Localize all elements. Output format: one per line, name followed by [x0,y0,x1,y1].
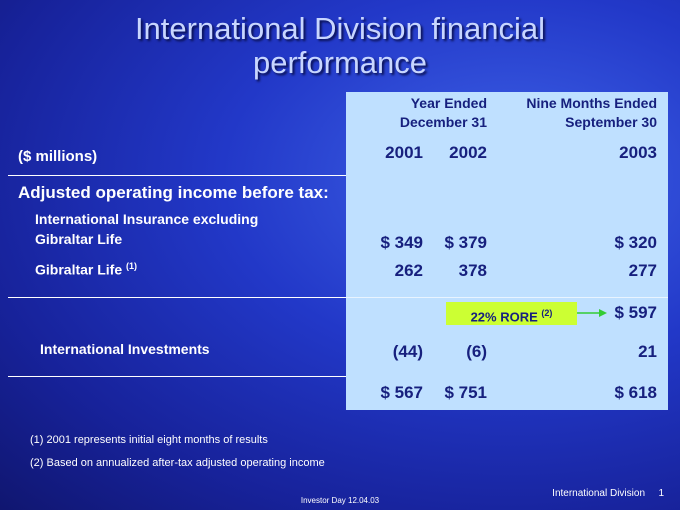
title: International Division financial perform… [134,11,546,80]
cell: 378 [458,261,487,280]
table-panel [346,92,668,410]
column-group: September 30 [565,114,657,130]
footnote-ref: (2) [541,308,553,318]
row-label: International Investments [40,341,210,357]
footer-event: Investor Day 12.04.03 [300,496,380,505]
column-group: Year Ended [410,95,487,111]
year: 2002 [449,143,487,162]
cell: $ 379 [444,233,487,252]
column-group: December 31 [399,114,487,130]
footnote-ref: (1) [126,261,138,271]
total-cell: $ 618 [614,383,657,402]
cell: $ 597 [614,303,657,322]
rule [8,297,346,298]
rule [8,175,346,176]
cell: 21 [638,342,657,361]
total-cell: $ 751 [444,383,487,402]
footnote: (2) Based on annualized after-tax adjust… [30,457,325,469]
total-cell: $ 567 [380,383,423,402]
year: 2001 [385,143,423,162]
row-label-text: Gibraltar Life [35,261,123,278]
footnote: (1) 2001 represents initial eight months… [30,434,268,446]
row-label: International Insurance excluding [35,211,259,227]
row-label: Gibraltar Life [35,231,123,247]
units: ($ millions) [18,148,98,165]
section-label: Adjusted operating income before tax: [18,183,329,202]
year: 2003 [619,143,657,162]
cell: (44) [392,342,423,361]
cell: 277 [628,261,657,280]
arrow [577,309,607,317]
column-group: Nine Months Ended [526,95,657,111]
callout-text: 22% RORE [470,309,538,325]
cell: 262 [394,261,423,280]
callout: 22% RORE (2) [446,302,577,325]
rule [346,297,668,298]
rule [8,376,346,377]
cell: (6) [466,342,487,361]
cell: $ 349 [380,233,423,252]
cell: $ 320 [614,233,657,252]
page-number: 1 [658,488,664,499]
row-label: Gibraltar Life (1) [35,261,137,278]
footer-section: International Division [552,488,645,499]
